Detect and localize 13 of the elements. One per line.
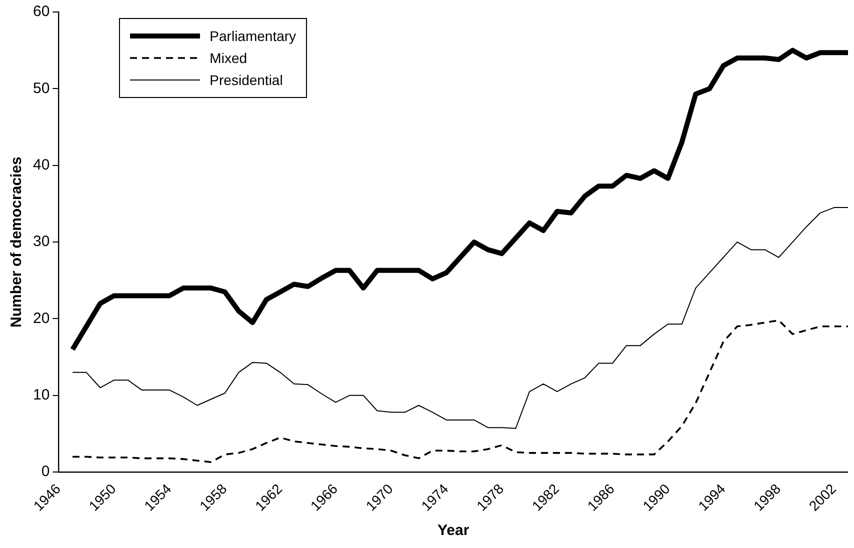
x-axis-title: Year — [437, 522, 470, 540]
y-axis-title: Number of democracies — [8, 156, 26, 328]
y-tick-label: 50 — [32, 80, 50, 97]
y-tick-label: 30 — [32, 233, 50, 250]
legend-label: Parliamentary — [210, 27, 296, 46]
y-tick-label: 20 — [32, 310, 50, 327]
y-tick-label: 10 — [32, 386, 50, 404]
legend-label: Presidential — [210, 71, 283, 90]
y-tick-label: 60 — [32, 3, 50, 20]
line-series — [72, 319, 848, 464]
y-tick-label: 40 — [32, 156, 50, 174]
y-tick-label: 0 — [41, 463, 50, 480]
legend-label: Mixed — [210, 49, 248, 68]
